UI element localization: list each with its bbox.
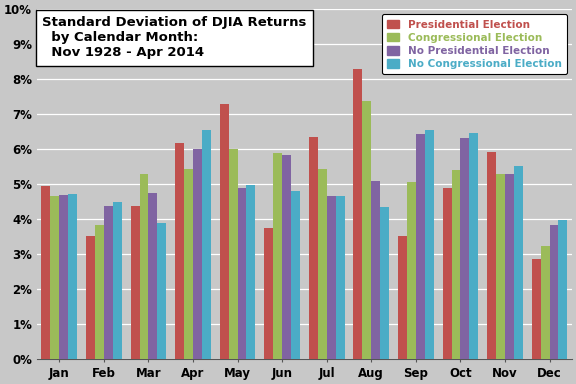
Bar: [157, 223, 166, 359]
Bar: [273, 153, 282, 359]
Bar: [247, 185, 255, 359]
Bar: [469, 133, 478, 359]
Bar: [407, 182, 416, 359]
Bar: [104, 206, 113, 359]
Legend: Presidential Election, Congressional Election, No Presidential Election, No Cong: Presidential Election, Congressional Ele…: [381, 14, 567, 74]
Bar: [336, 197, 344, 359]
Bar: [380, 207, 389, 359]
Bar: [86, 236, 95, 359]
Bar: [184, 169, 193, 359]
Bar: [442, 188, 452, 359]
Bar: [460, 138, 469, 359]
Bar: [532, 259, 541, 359]
Bar: [139, 174, 149, 359]
Bar: [487, 152, 496, 359]
Bar: [131, 206, 139, 359]
Bar: [327, 197, 336, 359]
Bar: [50, 196, 59, 359]
Bar: [362, 101, 372, 359]
Bar: [229, 149, 237, 359]
Bar: [496, 174, 505, 359]
Bar: [309, 137, 318, 359]
Bar: [318, 169, 327, 359]
Text: Standard Deviation of DJIA Returns
  by Calendar Month:
  Nov 1928 - Apr 2014: Standard Deviation of DJIA Returns by Ca…: [43, 16, 307, 59]
Bar: [416, 134, 425, 359]
Bar: [68, 194, 77, 359]
Bar: [237, 188, 247, 359]
Bar: [95, 225, 104, 359]
Bar: [264, 228, 273, 359]
Bar: [149, 193, 157, 359]
Bar: [550, 225, 559, 359]
Bar: [41, 186, 50, 359]
Bar: [541, 247, 550, 359]
Bar: [175, 143, 184, 359]
Bar: [354, 70, 362, 359]
Bar: [202, 130, 211, 359]
Bar: [291, 191, 300, 359]
Bar: [425, 130, 434, 359]
Bar: [452, 170, 460, 359]
Bar: [398, 236, 407, 359]
Bar: [59, 195, 68, 359]
Bar: [559, 220, 567, 359]
Bar: [372, 181, 380, 359]
Bar: [505, 174, 514, 359]
Bar: [282, 155, 291, 359]
Bar: [113, 202, 122, 359]
Bar: [220, 104, 229, 359]
Bar: [193, 149, 202, 359]
Bar: [514, 166, 523, 359]
